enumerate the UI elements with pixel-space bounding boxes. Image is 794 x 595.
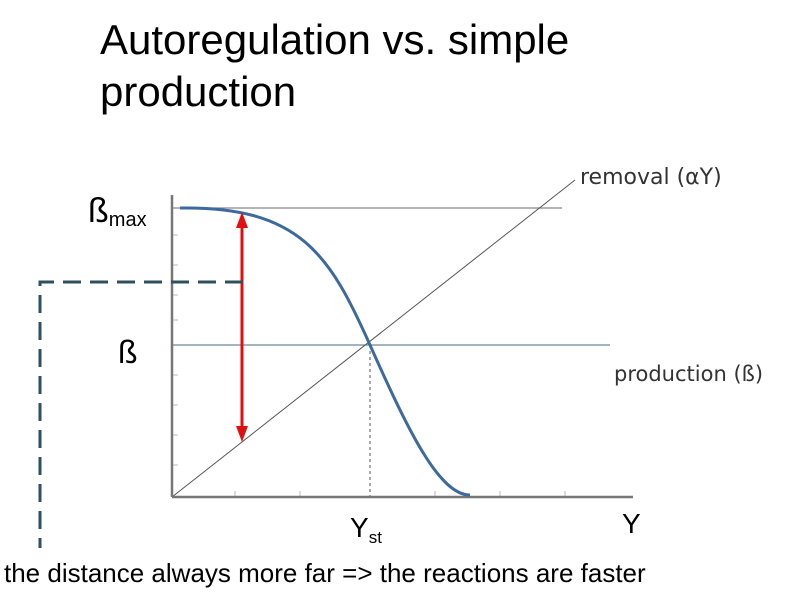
distance-arrow bbox=[236, 212, 248, 442]
removal-label: removal (αY) bbox=[580, 165, 722, 190]
bracket bbox=[38, 280, 243, 548]
title: Autoregulation vs. simple production bbox=[100, 16, 570, 115]
autoregulation-curve bbox=[179, 206, 471, 497]
beta-max-subscript: max bbox=[108, 209, 147, 231]
beta-max-symbol: ß bbox=[88, 192, 109, 230]
tick-marks bbox=[172, 234, 566, 497]
y-steady-subscript: st bbox=[368, 528, 382, 547]
y-steady-label: Yst bbox=[350, 512, 382, 548]
production-label: production (ß) bbox=[614, 362, 764, 386]
beta-label: ß bbox=[118, 334, 138, 370]
footer: the distance always more far => the reac… bbox=[4, 558, 646, 588]
beta-max-label: ßmax bbox=[88, 192, 147, 232]
y-steady-symbol: Y bbox=[350, 512, 369, 543]
removal-line bbox=[171, 179, 576, 498]
x-axis-label: Y bbox=[622, 508, 641, 539]
